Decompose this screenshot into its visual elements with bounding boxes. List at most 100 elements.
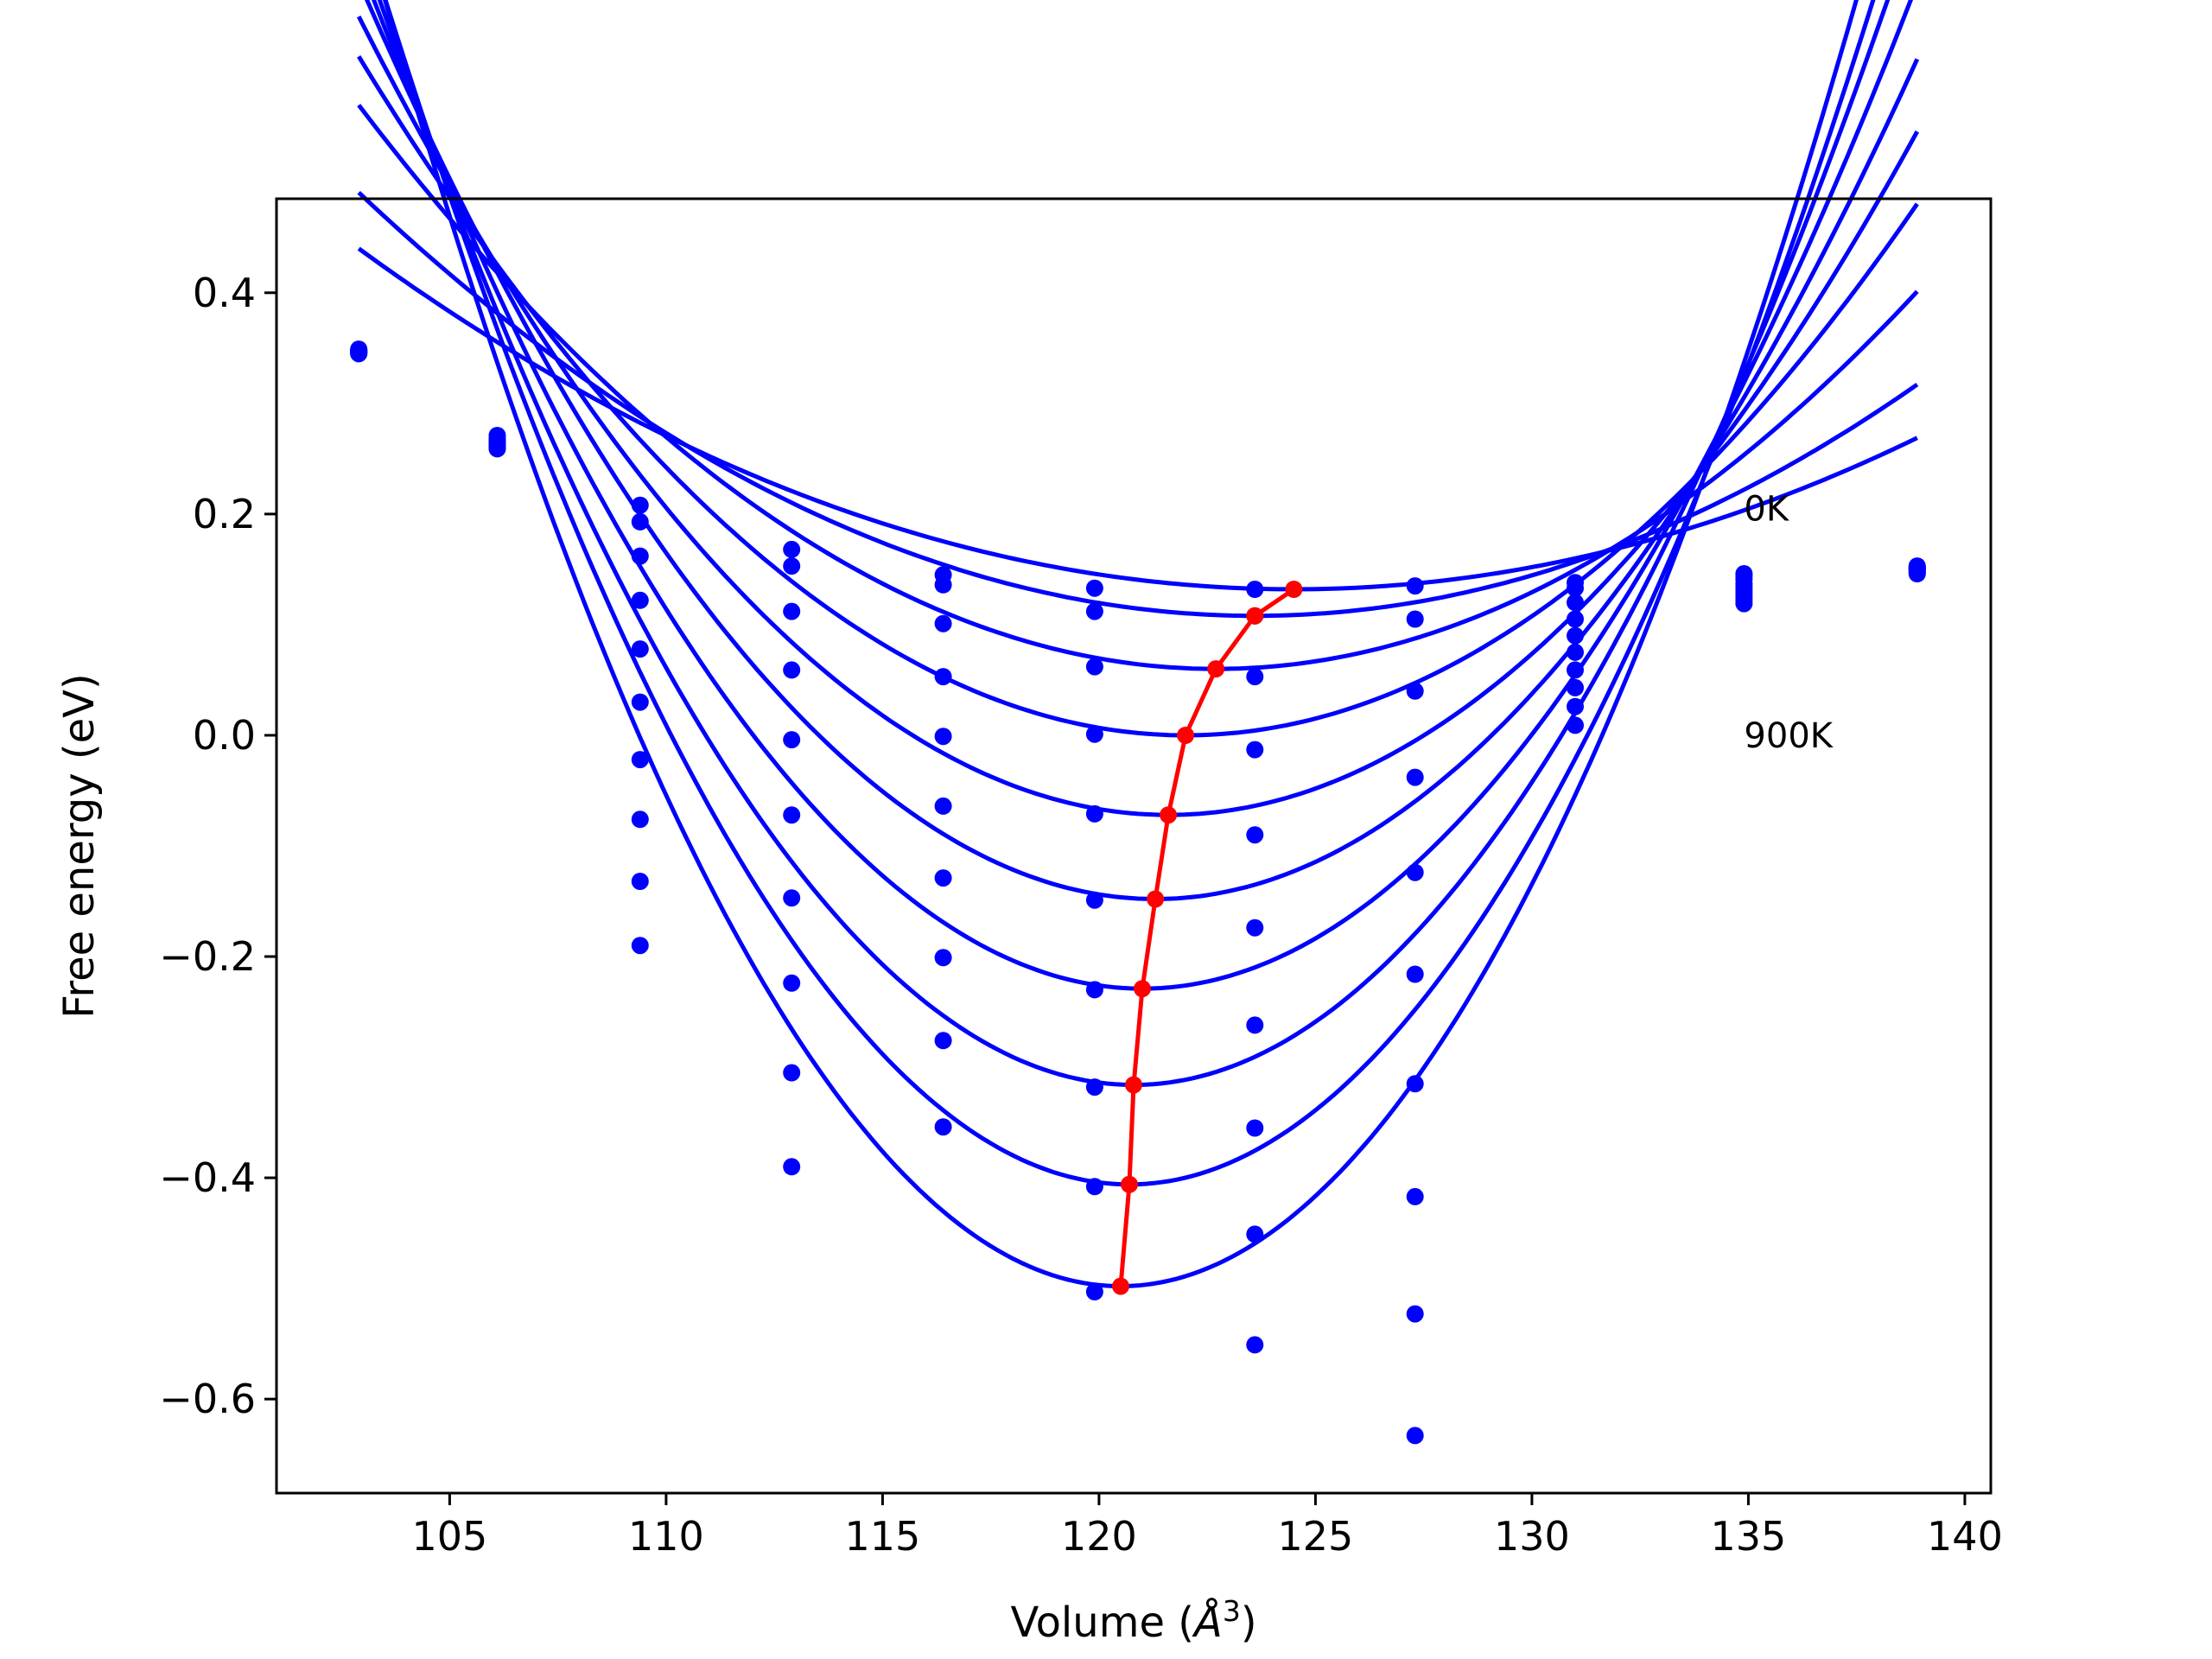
x-tick-label-1: 110 <box>628 1513 704 1560</box>
data-point-4-3 <box>934 668 952 686</box>
data-point-5-8 <box>1085 1178 1103 1196</box>
data-point-4-2 <box>934 614 952 632</box>
annotation-1: 900K <box>1744 716 1834 756</box>
data-point-1-9 <box>488 440 506 458</box>
plot-content <box>350 0 1926 1445</box>
data-point-6-7 <box>1246 1119 1264 1137</box>
y-tick-label-4: −0.4 <box>159 1154 256 1201</box>
fit-curve-8 <box>383 0 1876 1187</box>
data-point-8-8 <box>1567 697 1584 715</box>
data-point-3-0 <box>783 540 801 558</box>
data-point-3-1 <box>783 557 801 575</box>
data-point-3-9 <box>783 1158 801 1176</box>
data-point-7-2 <box>1406 682 1424 700</box>
y-tick-label-0: 0.4 <box>193 270 256 316</box>
data-point-2-4 <box>631 640 649 658</box>
data-point-3-6 <box>783 889 801 907</box>
data-point-4-4 <box>934 728 952 746</box>
data-point-8-5 <box>1567 643 1584 661</box>
data-point-3-4 <box>783 731 801 749</box>
data-point-2-9 <box>631 937 649 955</box>
data-point-4-1 <box>934 575 952 594</box>
x-axis-label: Volume (Å3) <box>1010 1594 1256 1647</box>
fit-curve-9 <box>382 0 1859 1289</box>
data-point-3-7 <box>783 974 801 992</box>
y-tick-label-5: −0.6 <box>159 1376 256 1422</box>
data-point-4-9 <box>934 1118 952 1136</box>
minimum-point-7 <box>1125 1076 1142 1094</box>
x-tick-label-5: 130 <box>1494 1513 1570 1560</box>
axis-ticks: 105 110 115 120 125 130 135 140 0.4 0.2 0.0 −0.2 −0.… <box>159 270 2003 1560</box>
data-point-7-4 <box>1406 863 1424 881</box>
data-point-2-1 <box>631 512 649 531</box>
x-tick-label-7: 140 <box>1927 1513 2003 1560</box>
data-point-8-2 <box>1567 594 1584 612</box>
data-point-3-3 <box>783 661 801 679</box>
data-point-7-9 <box>1406 1427 1424 1445</box>
fit-curve-5 <box>365 0 1920 901</box>
data-point-4-5 <box>934 797 952 815</box>
data-point-8-6 <box>1567 661 1584 679</box>
minimum-point-5 <box>1147 890 1165 908</box>
minimum-line <box>1118 587 1295 1287</box>
minimum-point-6 <box>1134 980 1151 998</box>
data-point-2-3 <box>631 591 649 609</box>
data-point-5-2 <box>1085 658 1103 676</box>
fit-curve-2 <box>357 104 1919 671</box>
data-point-2-5 <box>631 693 649 711</box>
data-point-8-4 <box>1567 626 1584 645</box>
data-point-5-7 <box>1085 1078 1103 1096</box>
data-point-8-3 <box>1567 610 1584 628</box>
minimum-point-3 <box>1177 727 1195 744</box>
data-point-6-2 <box>1246 668 1264 686</box>
data-point-5-3 <box>1085 725 1103 743</box>
data-point-6-6 <box>1246 1016 1264 1034</box>
data-point-7-0 <box>1406 577 1424 595</box>
data-point-7-6 <box>1406 1075 1424 1093</box>
data-point-6-0 <box>1246 581 1264 598</box>
data-point-2-6 <box>631 751 649 769</box>
data-point-5-1 <box>1085 602 1103 620</box>
data-point-7-7 <box>1406 1187 1424 1205</box>
data-point-7-3 <box>1406 768 1424 786</box>
data-point-6-3 <box>1246 741 1264 759</box>
data-point-5-6 <box>1085 981 1103 999</box>
data-point-6-9 <box>1246 1336 1264 1354</box>
data-point-2-2 <box>631 547 649 565</box>
x-tick-label-4: 125 <box>1278 1513 1354 1560</box>
data-point-5-4 <box>1085 804 1103 823</box>
minimum-point-2 <box>1207 660 1225 678</box>
data-point-2-0 <box>631 496 649 514</box>
data-point-4-8 <box>934 1032 952 1050</box>
fit-curve-3 <box>357 55 1919 738</box>
y-tick-label-1: 0.2 <box>193 491 256 537</box>
data-point-4-6 <box>934 869 952 887</box>
annotations: 0K 900K <box>1744 489 1834 755</box>
y-tick-label-2: 0.0 <box>193 712 256 759</box>
data-point-0-9 <box>350 340 368 359</box>
data-point-3-5 <box>783 806 801 824</box>
data-point-8-7 <box>1567 678 1584 696</box>
x-tick-label-6: 135 <box>1711 1513 1787 1560</box>
data-point-8-9 <box>1567 716 1584 734</box>
data-point-6-4 <box>1246 826 1264 844</box>
data-point-9-9 <box>1735 594 1753 613</box>
fit-curve-4 <box>356 15 1919 817</box>
data-point-5-5 <box>1085 891 1103 909</box>
data-point-6-5 <box>1246 918 1264 937</box>
y-tick-label-3: −0.2 <box>159 933 256 980</box>
data-point-7-8 <box>1406 1305 1424 1323</box>
x-tick-label-2: 115 <box>845 1513 921 1560</box>
data-point-8-1 <box>1567 579 1584 597</box>
axes-frame <box>275 197 1993 1495</box>
minimum-point-9 <box>1112 1277 1129 1295</box>
x-tick-label-0: 105 <box>411 1513 487 1560</box>
data-point-2-7 <box>631 810 649 829</box>
minimum-point-0 <box>1285 581 1303 598</box>
minimum-point-8 <box>1121 1175 1138 1193</box>
data-point-3-8 <box>783 1064 801 1082</box>
minimum-point-4 <box>1160 806 1178 824</box>
data-point-5-0 <box>1085 579 1103 597</box>
